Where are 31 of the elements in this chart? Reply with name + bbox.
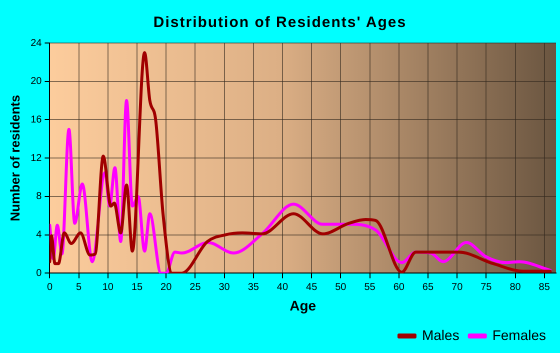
x-tick-label: 35	[248, 282, 260, 293]
x-tick-label: 30	[218, 282, 230, 293]
x-tick-label: 25	[190, 282, 202, 293]
x-tick-label: 40	[276, 282, 288, 293]
x-axis-title: Age	[290, 297, 316, 314]
x-tick-label: 10	[102, 282, 114, 293]
x-tick-label: 65	[422, 282, 434, 293]
x-tick-label: 15	[131, 282, 144, 293]
x-tick-label: 45	[306, 282, 318, 293]
x-tick-label: 60	[393, 282, 405, 293]
x-tick-label: 75	[480, 282, 492, 293]
y-tick-label: 20	[30, 76, 42, 88]
y-tick-label: 8	[36, 191, 42, 202]
y-axis-title: Number of residents	[7, 94, 22, 222]
x-tick-label: 80	[510, 282, 522, 293]
y-tick-label: 24	[30, 38, 42, 49]
x-tick-label: 0	[46, 282, 53, 293]
legend-label: Males	[422, 326, 460, 343]
x-tick-label: 55	[364, 282, 376, 293]
y-tick-label: 16	[30, 114, 42, 126]
x-tick-label: 85	[538, 282, 550, 293]
line-series	[50, 51, 552, 274]
x-tick-label: 50	[335, 282, 347, 293]
y-tick-label: 0	[36, 268, 42, 279]
chart-title: Distribution of Residents' Ages	[152, 14, 408, 31]
legend-label: Females	[492, 326, 546, 343]
x-tick-label: 5	[76, 282, 82, 293]
y-tick-label: 4	[36, 230, 42, 241]
y-tick-label: 12	[30, 152, 42, 164]
x-tick-label: 70	[452, 282, 464, 293]
x-tick-label: 20	[160, 282, 172, 293]
